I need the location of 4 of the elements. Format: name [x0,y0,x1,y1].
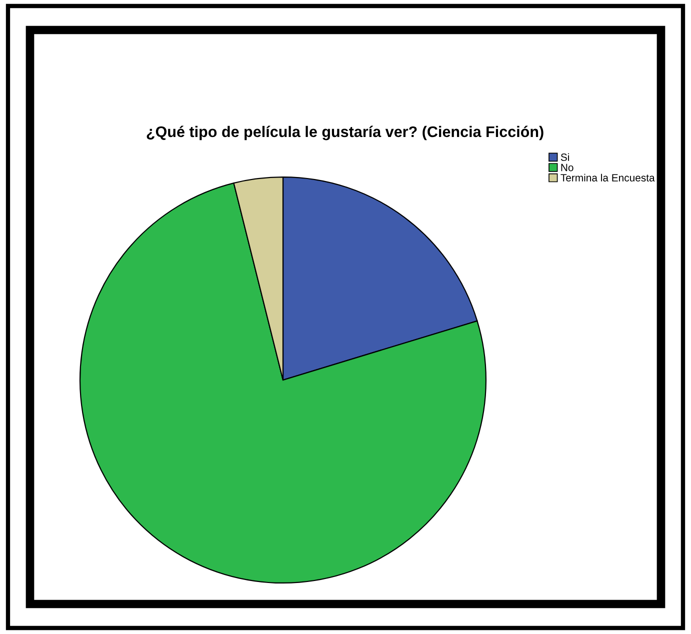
legend-label: Termina la Encuesta [560,174,655,182]
legend-label: No [561,164,574,172]
chart-title: ¿Qué tipo de película le gustaría ver? (Ciencia Ficción) [146,126,544,140]
legend-label: Si [560,153,569,161]
